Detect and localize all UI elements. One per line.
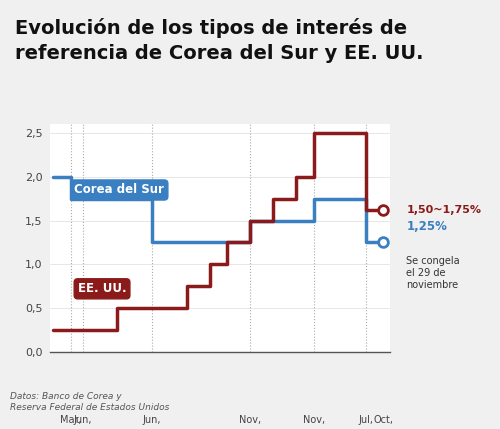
Text: 1,25%: 1,25% (406, 220, 448, 233)
Text: Corea del Sur: Corea del Sur (74, 184, 164, 196)
Text: Nov,: Nov, (239, 415, 261, 426)
Text: Oct,: Oct, (373, 415, 393, 426)
Text: Jun,: Jun, (142, 415, 161, 426)
Text: EE. UU.: EE. UU. (78, 282, 126, 295)
Text: Nov,: Nov, (302, 415, 324, 426)
Text: Datos: Banco de Corea y
Reserva Federal de Estados Unidos: Datos: Banco de Corea y Reserva Federal … (10, 393, 170, 412)
Text: Jun,: Jun, (74, 415, 92, 426)
Text: 1,50~1,75%: 1,50~1,75% (406, 205, 482, 214)
Text: Jul,: Jul, (358, 415, 373, 426)
Text: Mar,: Mar, (60, 415, 82, 426)
Text: Se congela
el 29 de
noviembre: Se congela el 29 de noviembre (406, 256, 460, 290)
Text: Evolución de los tipos de interés de
referencia de Corea del Sur y EE. UU.: Evolución de los tipos de interés de ref… (15, 18, 424, 63)
